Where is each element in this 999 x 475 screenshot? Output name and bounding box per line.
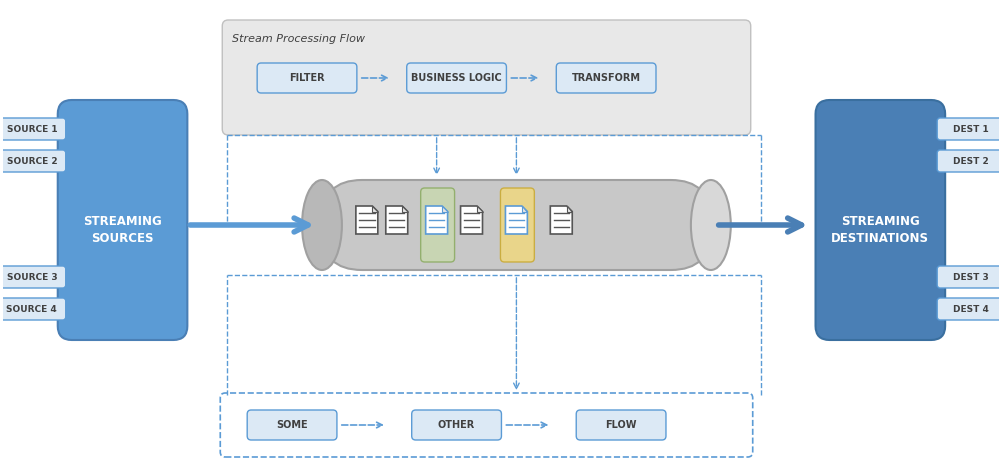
- FancyBboxPatch shape: [407, 63, 506, 93]
- Polygon shape: [521, 206, 527, 211]
- Text: FILTER: FILTER: [289, 73, 325, 83]
- FancyBboxPatch shape: [257, 63, 357, 93]
- Ellipse shape: [302, 180, 342, 270]
- FancyBboxPatch shape: [937, 298, 999, 320]
- Text: FLOW: FLOW: [605, 420, 636, 430]
- Text: DEST 1: DEST 1: [953, 124, 989, 133]
- Polygon shape: [356, 206, 378, 234]
- Text: SOURCE 2: SOURCE 2: [7, 156, 57, 165]
- FancyBboxPatch shape: [0, 118, 66, 140]
- Text: BUSINESS LOGIC: BUSINESS LOGIC: [412, 73, 501, 83]
- FancyBboxPatch shape: [0, 150, 66, 172]
- Polygon shape: [461, 206, 483, 234]
- Text: STREAMING
SOURCES: STREAMING SOURCES: [83, 215, 162, 245]
- FancyBboxPatch shape: [421, 188, 455, 262]
- Polygon shape: [426, 206, 448, 234]
- Polygon shape: [373, 206, 378, 211]
- FancyBboxPatch shape: [937, 266, 999, 288]
- Text: Stream Processing Flow: Stream Processing Flow: [232, 34, 366, 44]
- Text: TRANSFORM: TRANSFORM: [571, 73, 640, 83]
- Text: SOURCE 4: SOURCE 4: [6, 304, 57, 314]
- Text: SOME: SOME: [277, 420, 308, 430]
- FancyBboxPatch shape: [322, 180, 711, 270]
- FancyBboxPatch shape: [815, 100, 945, 340]
- Text: OTHER: OTHER: [438, 420, 476, 430]
- FancyBboxPatch shape: [222, 20, 750, 135]
- FancyBboxPatch shape: [556, 63, 656, 93]
- FancyBboxPatch shape: [58, 100, 188, 340]
- Text: DEST 3: DEST 3: [953, 273, 989, 282]
- FancyBboxPatch shape: [412, 410, 501, 440]
- Polygon shape: [477, 206, 483, 211]
- FancyBboxPatch shape: [500, 188, 534, 262]
- Polygon shape: [386, 206, 408, 234]
- FancyBboxPatch shape: [937, 150, 999, 172]
- Polygon shape: [403, 206, 408, 211]
- Text: DEST 2: DEST 2: [953, 156, 989, 165]
- Polygon shape: [550, 206, 572, 234]
- Text: SOURCE 1: SOURCE 1: [7, 124, 57, 133]
- Ellipse shape: [691, 180, 731, 270]
- FancyBboxPatch shape: [0, 298, 66, 320]
- FancyBboxPatch shape: [576, 410, 666, 440]
- Text: DEST 4: DEST 4: [953, 304, 989, 314]
- Text: SOURCE 3: SOURCE 3: [7, 273, 57, 282]
- Polygon shape: [505, 206, 527, 234]
- FancyBboxPatch shape: [0, 266, 66, 288]
- FancyBboxPatch shape: [937, 118, 999, 140]
- Text: STREAMING
DESTINATIONS: STREAMING DESTINATIONS: [831, 215, 929, 245]
- Polygon shape: [443, 206, 448, 211]
- FancyBboxPatch shape: [247, 410, 337, 440]
- Polygon shape: [566, 206, 572, 211]
